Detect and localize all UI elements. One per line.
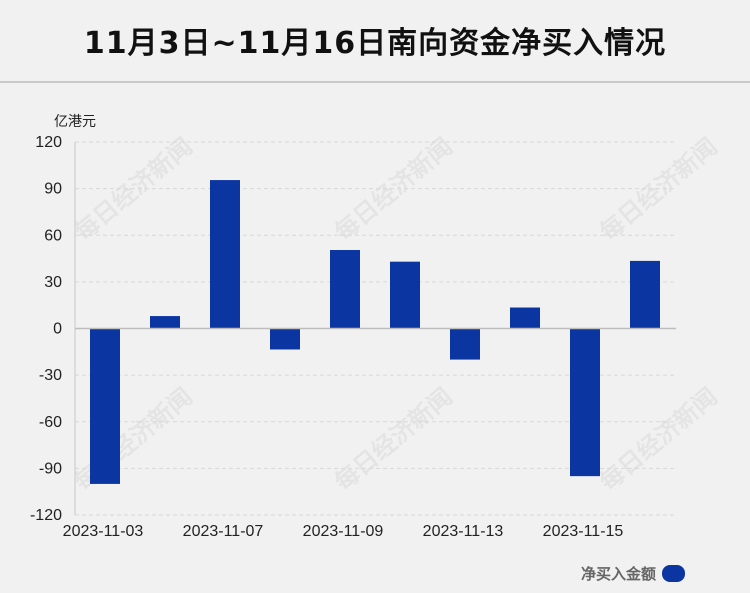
bar — [630, 260, 660, 329]
x-tick-label: 2023-11-13 — [423, 523, 504, 540]
y-tick-label: 30 — [44, 274, 62, 291]
x-tick-label: 2023-11-15 — [543, 523, 624, 540]
bar — [390, 261, 420, 329]
y-tick-label: 120 — [35, 134, 62, 151]
y-tick-label: 90 — [44, 181, 62, 198]
y-tick-label: -120 — [30, 507, 62, 524]
y-tick-label: 60 — [44, 227, 62, 244]
bar — [270, 328, 300, 350]
y-tick-label: -30 — [39, 367, 62, 384]
legend-swatch — [662, 565, 685, 582]
x-tick-label: 2023-11-09 — [303, 523, 384, 540]
x-tick-label: 2023-11-03 — [63, 523, 144, 540]
y-tick-label: -90 — [39, 460, 62, 477]
bar — [510, 307, 540, 329]
x-tick-label: 2023-11-07 — [183, 523, 264, 540]
bar — [570, 328, 600, 477]
bar — [450, 328, 480, 360]
chart-title: 11月3日~11月16日南向资金净买入情况 — [83, 26, 667, 61]
bar — [210, 180, 240, 329]
bar — [330, 250, 360, 329]
legend: 净买入金额 — [581, 563, 685, 584]
y-tick-label: 0 — [53, 321, 62, 338]
bar — [150, 316, 180, 329]
bar — [90, 328, 120, 484]
y-tick-label: -60 — [39, 414, 62, 431]
y-axis-unit: 亿港元 — [54, 114, 96, 130]
legend-label: 净买入金额 — [580, 565, 656, 583]
title-divider — [0, 81, 750, 83]
